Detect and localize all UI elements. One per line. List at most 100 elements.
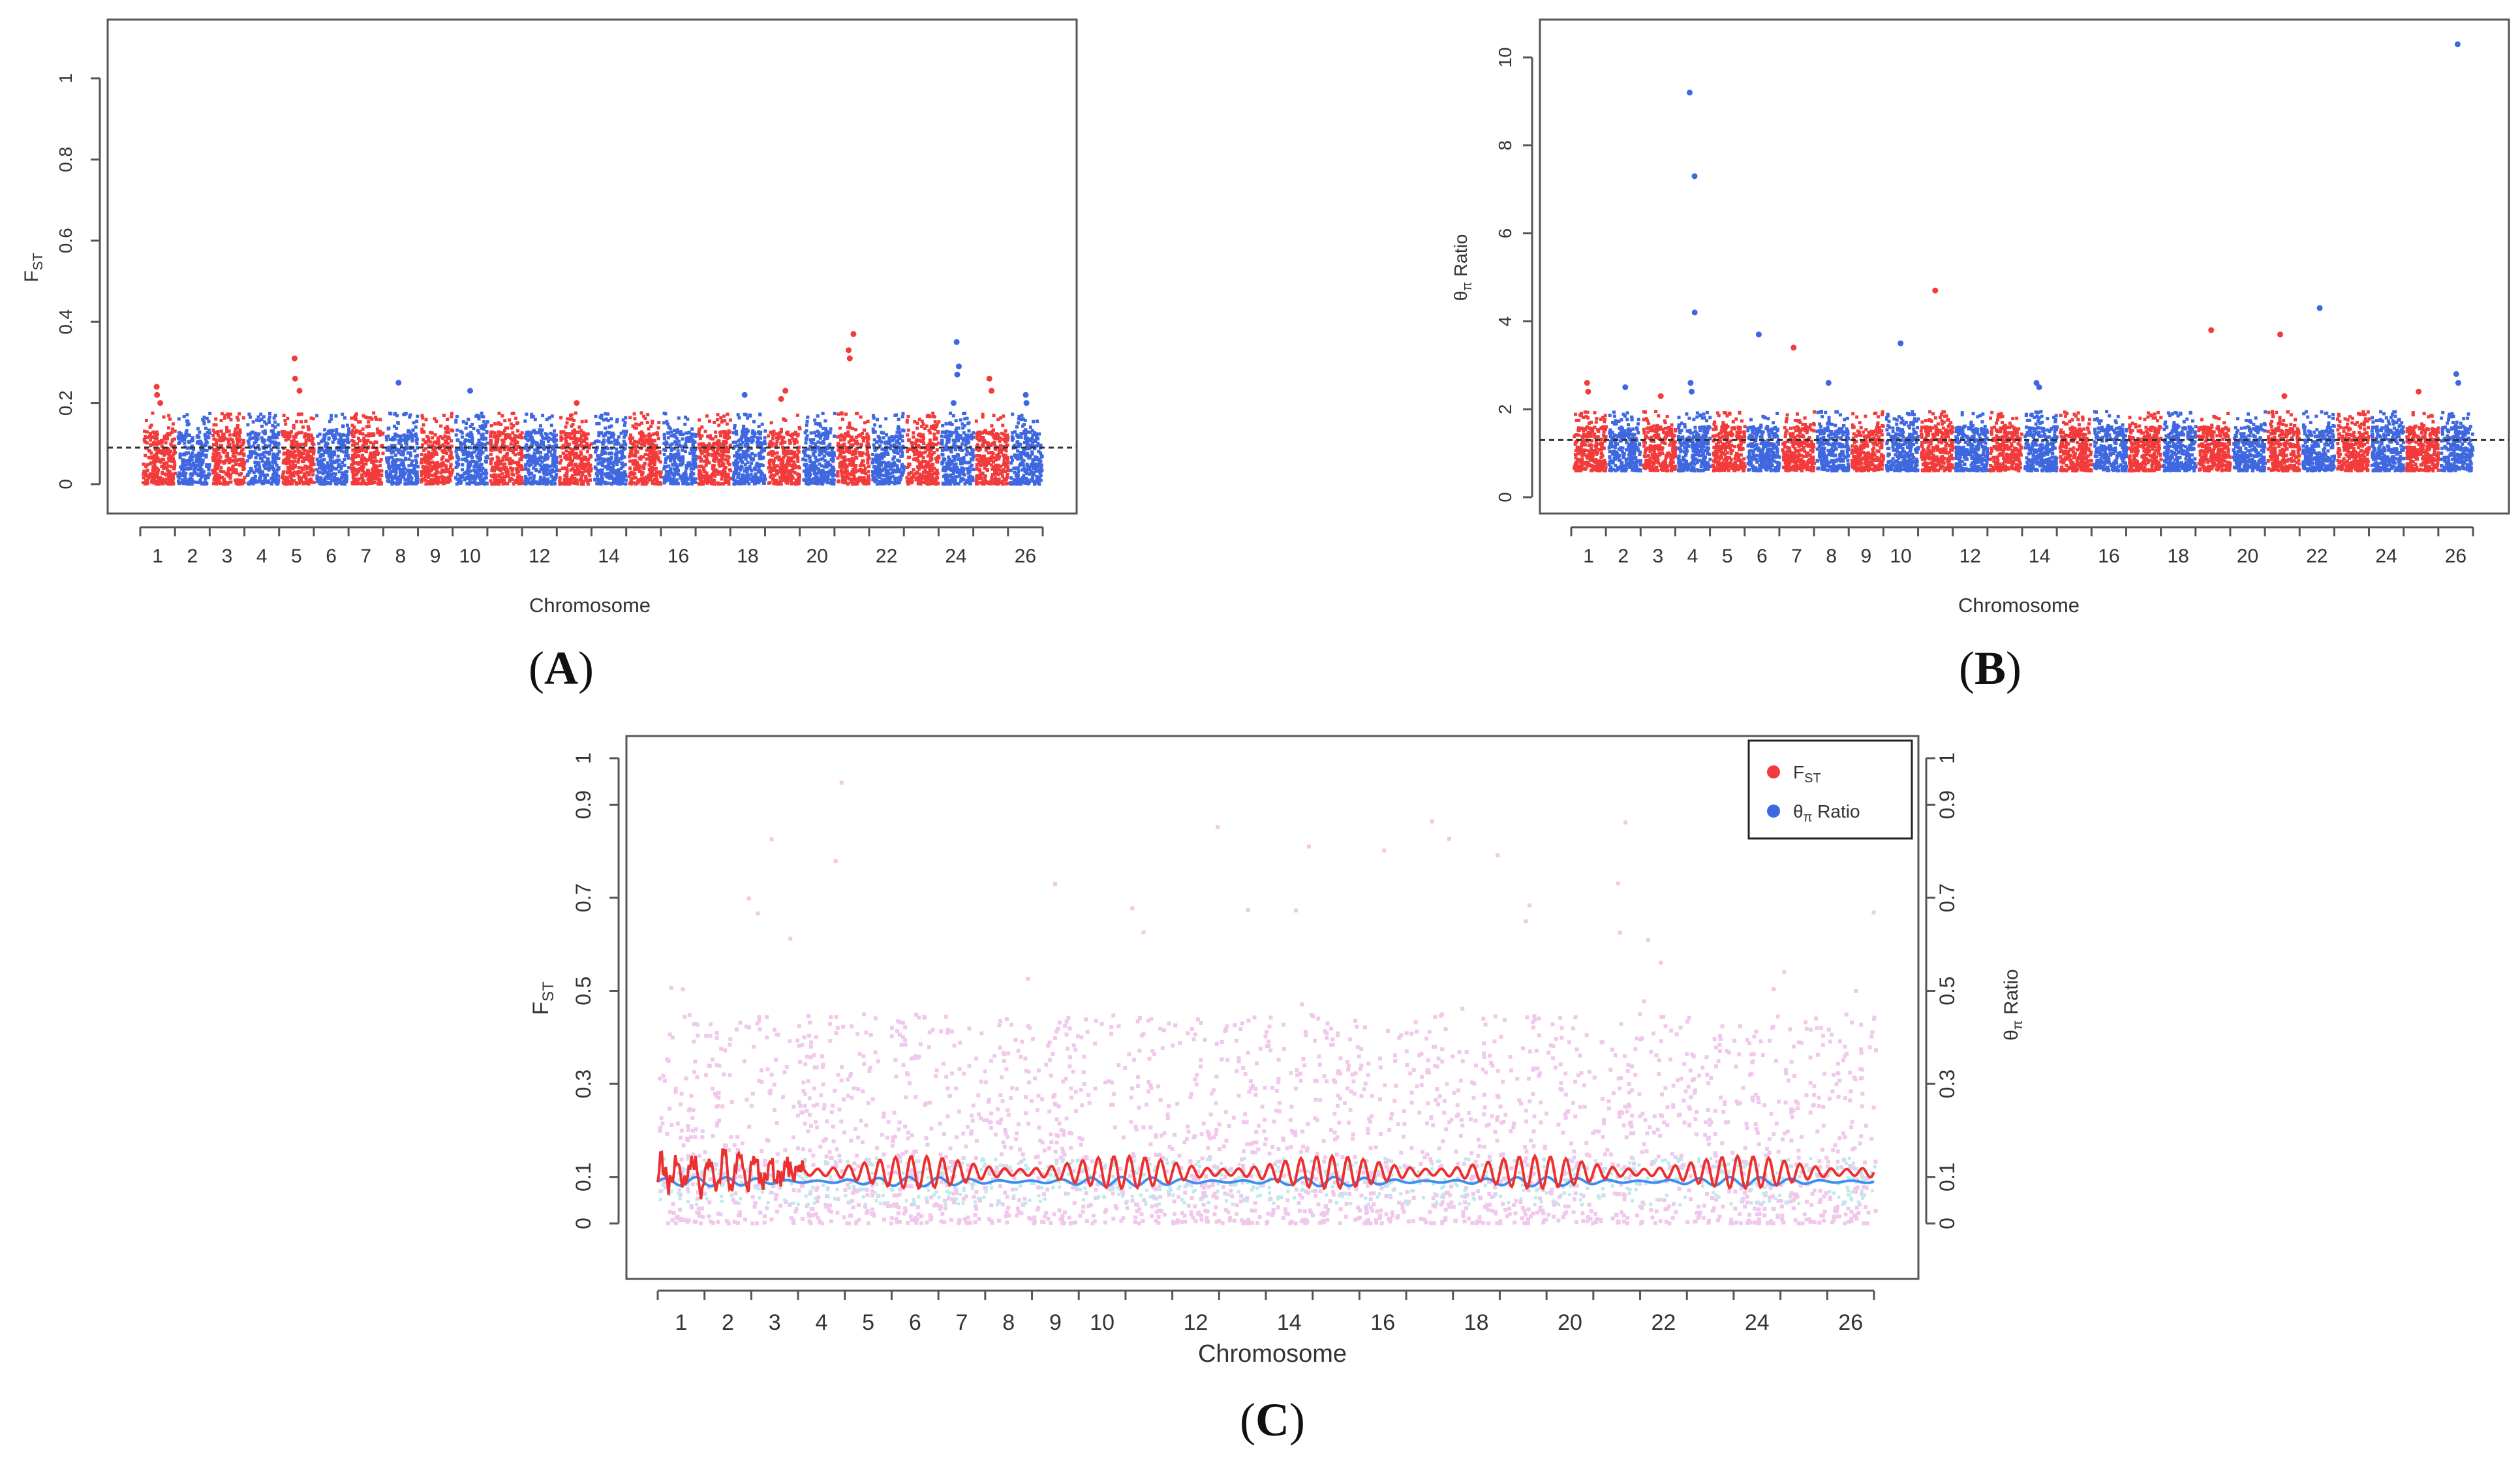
panel-a-point xyxy=(202,470,206,474)
panel-a-point xyxy=(793,432,797,436)
panel-a-point xyxy=(425,435,429,438)
panel-a-point xyxy=(537,456,541,460)
panel-a-point xyxy=(330,414,333,418)
panel-a-point xyxy=(164,465,168,469)
panel-a-point xyxy=(758,452,761,455)
panel-a-point xyxy=(255,461,259,465)
panel-a-point xyxy=(173,429,177,433)
panel-a-point xyxy=(288,468,292,472)
panel-a-point xyxy=(694,454,698,458)
panel-a-point xyxy=(238,463,241,466)
panel-a-point xyxy=(491,482,495,486)
panel-a-point xyxy=(381,452,385,455)
panel-a-point xyxy=(550,453,554,457)
panel-a-point xyxy=(776,437,780,440)
panel-a-point xyxy=(389,470,393,474)
panel-a-point xyxy=(323,434,327,438)
panel-a-point xyxy=(306,425,310,429)
panel-a-point xyxy=(484,448,488,452)
panel-a-point xyxy=(785,469,789,473)
panel-a-point xyxy=(781,459,785,463)
panel-a-point xyxy=(189,456,192,460)
panel-a-point xyxy=(214,450,218,454)
panel-a-point xyxy=(343,416,346,420)
panel-a-point xyxy=(262,480,266,484)
panel-a-point xyxy=(628,455,632,459)
panel-a-point xyxy=(681,482,685,485)
panel-a-point xyxy=(717,423,721,427)
panel-a-point xyxy=(641,433,645,437)
panel-a-point xyxy=(745,427,748,431)
panel-a-point xyxy=(362,437,366,440)
panel-a-point xyxy=(157,482,160,485)
panel-a-point xyxy=(360,473,364,477)
panel-a-point xyxy=(393,474,397,478)
panel-a-point xyxy=(748,467,752,471)
panel-a-point xyxy=(202,422,206,425)
panel-a-point xyxy=(392,436,395,440)
panel-a-point xyxy=(682,475,685,479)
panel-a-point xyxy=(142,481,145,485)
panel-a-point xyxy=(224,459,228,463)
panel-a-point xyxy=(170,431,174,435)
panel-a-point xyxy=(227,461,231,465)
panel-a-point xyxy=(328,420,331,423)
panel-a-point xyxy=(624,433,628,437)
panel-a-point xyxy=(446,442,450,446)
panel-a-point xyxy=(552,476,555,480)
panel-a-point xyxy=(345,478,348,482)
panel-a-point xyxy=(598,461,602,465)
panel-a-point xyxy=(793,482,797,486)
panel-a-point xyxy=(251,430,254,434)
panel-a-point xyxy=(271,429,275,433)
panel-a-point xyxy=(391,464,395,468)
panel-a-point xyxy=(207,420,211,423)
panel-a-point xyxy=(350,438,354,442)
panel-a-point xyxy=(746,475,750,479)
panel-a-point xyxy=(624,443,628,447)
panel-a-point xyxy=(615,447,619,451)
panel-a-point xyxy=(171,453,175,457)
panel-a-point xyxy=(464,426,468,430)
panel-a-point xyxy=(767,443,771,447)
panel-a-point xyxy=(785,464,789,468)
panel-a-point xyxy=(369,478,373,482)
panel-a-point xyxy=(293,459,297,463)
panel-a-point xyxy=(501,432,505,436)
panel-a-point xyxy=(438,480,442,484)
panel-a-point xyxy=(722,453,726,457)
panel-a-point xyxy=(257,461,261,465)
panel-a-point xyxy=(692,452,696,456)
panel-a-point xyxy=(260,471,264,475)
panel-a-point xyxy=(153,432,157,436)
panel-a-point xyxy=(793,450,797,454)
panel-a-point xyxy=(322,450,326,454)
panel-a-point xyxy=(262,415,266,419)
panel-a-point xyxy=(432,440,436,444)
panel-a-point xyxy=(173,444,177,448)
panel-a-point xyxy=(198,430,202,434)
panel-a-point xyxy=(509,422,513,426)
panel-a-point xyxy=(727,429,731,433)
panel-a-point xyxy=(398,470,402,473)
panel-a-point xyxy=(697,430,701,434)
panel-a-point xyxy=(153,440,157,444)
panel-a-point xyxy=(350,454,354,457)
panel-a-point xyxy=(410,463,414,467)
panel-a-point xyxy=(587,461,591,465)
panel-a-point xyxy=(749,472,753,476)
panel-a-point xyxy=(624,478,628,482)
panel-a-point xyxy=(254,478,258,482)
panel-a-point xyxy=(373,474,377,478)
panel-a-point xyxy=(519,457,523,461)
panel-a-point xyxy=(564,476,568,480)
panel-a-point xyxy=(395,426,399,430)
panel-a-point xyxy=(377,480,381,484)
panel-a-point xyxy=(727,475,731,479)
panel-a-point xyxy=(475,448,478,452)
panel-a-point xyxy=(147,435,151,438)
panel-a-point xyxy=(311,417,315,421)
panel-a-point xyxy=(204,426,207,430)
panel-a-point xyxy=(421,416,425,420)
panel-a-point xyxy=(760,450,763,454)
